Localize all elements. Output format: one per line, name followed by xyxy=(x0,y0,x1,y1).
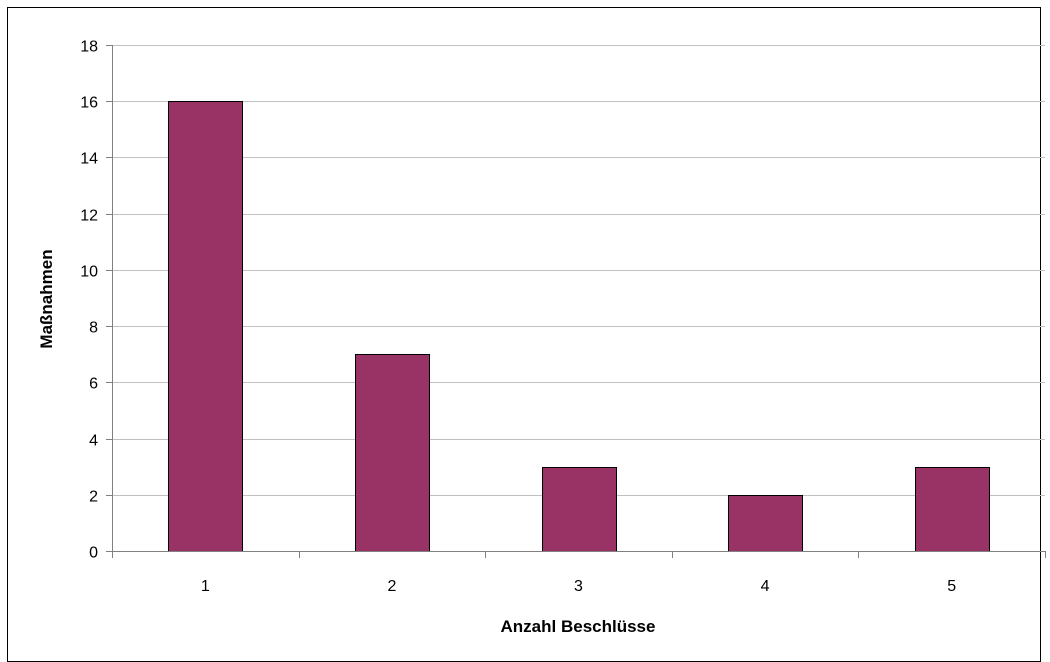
bar-1 xyxy=(168,101,243,552)
y-tick-labels: 0 2 4 6 8 10 12 14 16 18 xyxy=(80,39,98,562)
x-tick-label: 3 xyxy=(574,578,583,595)
bar-4 xyxy=(728,495,803,552)
y-tick-label: 14 xyxy=(80,151,98,168)
x-tick-label: 4 xyxy=(761,578,770,595)
bar-2 xyxy=(355,354,430,552)
y-tick-label: 6 xyxy=(89,376,98,393)
y-tick-label: 2 xyxy=(89,489,98,506)
y-tick-label: 18 xyxy=(80,39,98,56)
y-axis-title: Maßnahmen xyxy=(37,249,56,348)
bar-5 xyxy=(915,467,990,552)
bar-3 xyxy=(542,467,617,552)
gridlines xyxy=(112,45,1045,496)
x-tick-label: 5 xyxy=(947,578,956,595)
y-tick-label: 8 xyxy=(89,320,98,337)
x-tick-labels: 1 2 3 4 5 xyxy=(201,578,956,595)
x-tick-label: 1 xyxy=(201,578,210,595)
x-tick-label: 2 xyxy=(387,578,396,595)
y-tick-label: 16 xyxy=(80,95,98,112)
y-tick-label: 12 xyxy=(80,208,98,225)
bars xyxy=(168,101,990,552)
axes xyxy=(106,45,1046,558)
y-tick-label: 0 xyxy=(89,545,98,562)
x-axis-title: Anzahl Beschlüsse xyxy=(501,617,656,636)
y-tick-label: 10 xyxy=(80,264,98,281)
y-tick-label: 4 xyxy=(89,433,98,450)
